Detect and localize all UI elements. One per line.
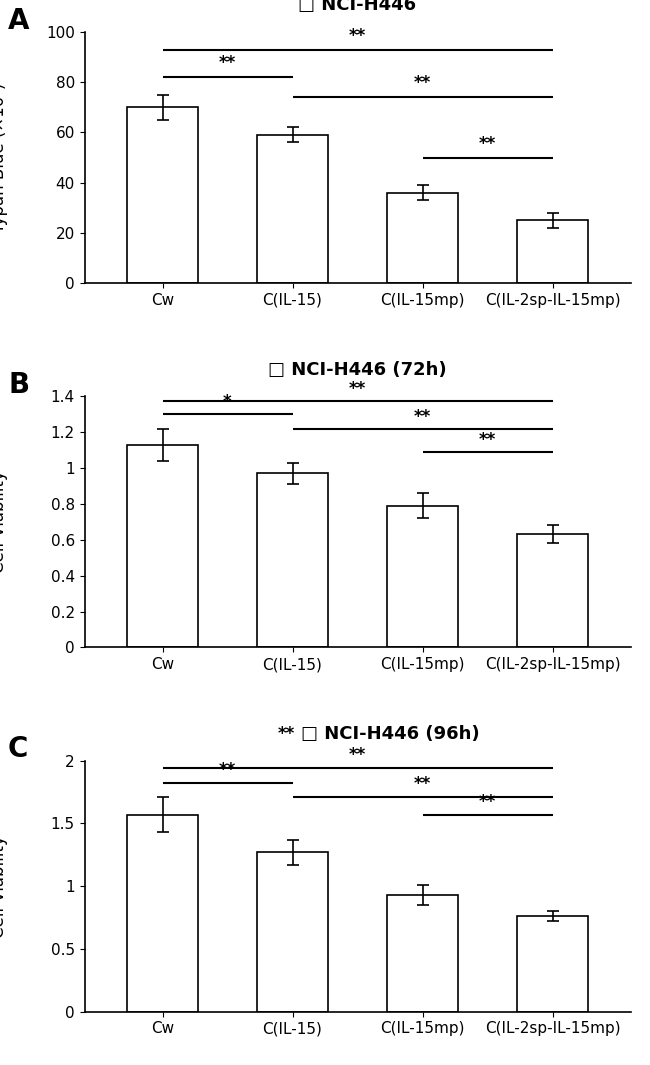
Text: **: **	[349, 747, 366, 765]
Text: □ NCI-H446 (72h): □ NCI-H446 (72h)	[268, 361, 447, 379]
Bar	[257, 135, 328, 283]
Text: **: **	[414, 408, 431, 426]
Text: **: **	[479, 134, 496, 152]
Text: B: B	[8, 371, 29, 399]
Bar	[127, 108, 198, 283]
Text: **: **	[479, 431, 496, 449]
Text: **: **	[219, 54, 236, 72]
Bar	[257, 474, 328, 648]
Bar	[387, 193, 458, 283]
Text: □ NCI-H446 (96h): □ NCI-H446 (96h)	[301, 725, 480, 743]
Text: □ NCI-H446: □ NCI-H446	[298, 0, 417, 14]
Bar	[127, 815, 198, 1012]
Bar	[517, 916, 588, 1012]
Text: **: **	[278, 725, 295, 743]
Bar	[517, 535, 588, 648]
Text: **: **	[414, 775, 431, 793]
Text: C: C	[8, 736, 29, 764]
Bar	[517, 220, 588, 283]
Y-axis label: Cell Viability: Cell Viability	[0, 471, 8, 573]
Bar	[387, 506, 458, 648]
Text: **: **	[349, 27, 366, 45]
Text: *: *	[223, 393, 232, 411]
Text: **: **	[479, 792, 496, 810]
Y-axis label: Typan Blue (×10⁴): Typan Blue (×10⁴)	[0, 82, 8, 233]
Bar	[387, 895, 458, 1012]
Text: **: **	[414, 75, 431, 93]
Text: **: **	[219, 761, 236, 780]
Text: A: A	[8, 6, 29, 35]
Bar	[257, 852, 328, 1012]
Bar	[127, 445, 198, 648]
Y-axis label: Cell Viability: Cell Viability	[0, 835, 8, 937]
Text: **: **	[349, 380, 366, 398]
